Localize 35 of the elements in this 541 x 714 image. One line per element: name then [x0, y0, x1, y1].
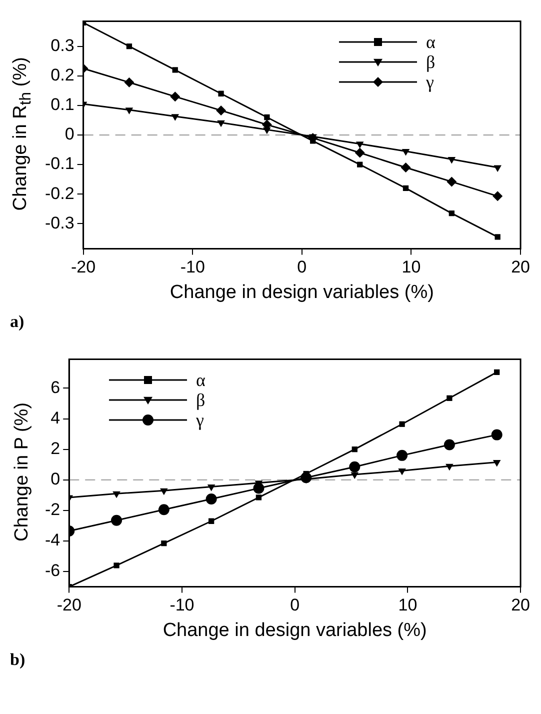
y-tick-label: 0.2 [50, 66, 74, 85]
x-tick-label: 0 [290, 596, 300, 615]
text: b) [10, 650, 26, 670]
x-tick-label: 20 [511, 258, 530, 277]
x-tick-label: 10 [398, 596, 418, 615]
y-tick-label: 0.3 [50, 36, 74, 56]
y-tick-label: -4 [44, 530, 60, 550]
y-tick-label: 0 [64, 124, 74, 144]
legend-label: γ [426, 72, 434, 92]
x-tick-label: 0 [297, 258, 307, 277]
y-tick-label: 0 [50, 470, 60, 489]
x-tick-label: -10 [170, 596, 194, 615]
y-tick-label: 2 [50, 439, 60, 458]
y-tick-label: -0.1 [44, 154, 74, 174]
y-tick-label: -0.2 [44, 184, 74, 203]
text: a) [10, 312, 26, 332]
x-tick-label: 20 [511, 596, 530, 615]
x-axis-title: Change in design variables (%) [170, 282, 434, 303]
x-tick-label: -10 [180, 258, 205, 277]
legend-label: γ [196, 410, 204, 430]
x-tick-label: -20 [71, 258, 96, 277]
y-tick-label: -6 [44, 561, 60, 580]
legend-label: α [196, 370, 206, 390]
x-tick-label: -20 [56, 596, 82, 615]
x-tick-label: 10 [402, 258, 421, 277]
y-tick-label: 0.1 [50, 95, 74, 114]
legend-label: β [426, 52, 436, 72]
y-tick-label: -0.3 [44, 213, 74, 232]
y-tick-label: 6 [50, 378, 60, 397]
y-tick-label: 4 [50, 408, 60, 428]
y-tick-label: -2 [44, 500, 60, 520]
x-axis-title: Change in design variables (%) [162, 620, 427, 641]
legend-label: α [426, 32, 436, 52]
legend-label: β [196, 390, 206, 410]
y-axis-title: Change in P (%) [12, 402, 34, 542]
